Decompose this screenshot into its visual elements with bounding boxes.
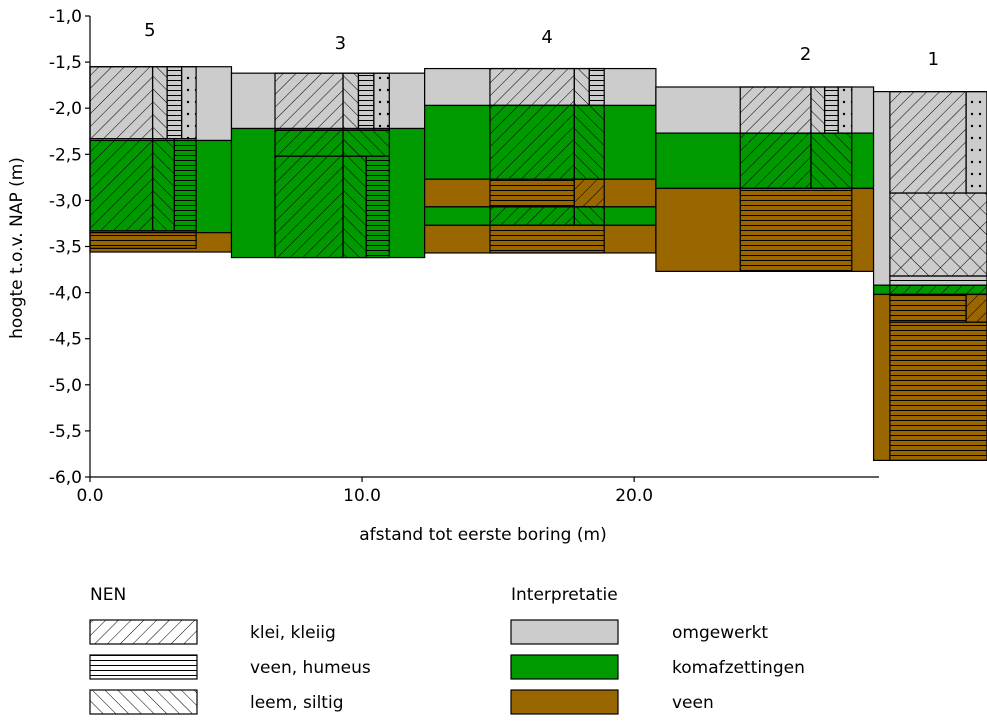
nen-layer-3-0-main — [274, 72, 344, 131]
nen-layer-4-2-sub-klei — [573, 178, 605, 208]
nen-layer-5-0-sub-leem — [151, 66, 168, 140]
legend-swatch-klei — [89, 619, 198, 645]
nen-layer-3-0-sub-veen — [357, 72, 375, 131]
nen-layers — [89, 66, 987, 462]
nen-layer-2-0-sub-zand — [837, 86, 853, 134]
nen-layer-4-3-sub-leem — [573, 206, 605, 226]
nen-layer-3-0-sub-zand — [373, 72, 390, 131]
borehole-label-5: 5 — [144, 20, 155, 41]
y-tick-label: -1,5 — [49, 53, 82, 73]
nen-layer-1-0-sub-zand — [965, 91, 987, 194]
nen-layer-2-1-main — [739, 132, 812, 190]
y-tick-label: -2,5 — [49, 145, 82, 165]
legend-swatch-leem — [89, 689, 198, 715]
nen-layer-5-1-sub-leem — [151, 138, 175, 232]
borehole-labels: 5 3 4 2 1 — [144, 20, 939, 70]
nen-layer-3-2-main — [274, 155, 344, 259]
x-tick-label: 0.0 — [76, 486, 103, 506]
y-axis-label: hoogte t.o.v. NAP (m) — [7, 157, 27, 339]
y-tick-label: -5,0 — [49, 376, 82, 396]
y-tick-label: -5,5 — [49, 422, 82, 442]
nen-layer-1-2-main — [889, 275, 987, 286]
nen-layer-1-1-main — [889, 192, 987, 277]
nen-layer-1-3-main — [889, 284, 987, 296]
x-axis-label: afstand tot eerste boring (m) — [359, 525, 606, 545]
nen-layer-1-4-sub-klei — [965, 293, 987, 323]
nen-layer-5-1-main — [89, 138, 154, 232]
legend-label-leem: leem, siltig — [250, 693, 344, 713]
nen-layer-3-1-main — [274, 129, 344, 157]
nen-layer-4-3-main — [489, 206, 575, 226]
legend-swatch-veen-pattern — [89, 654, 198, 680]
nen-layer-1-5-main — [889, 321, 987, 462]
nen-layer-2-0-main — [739, 86, 812, 134]
x-tick-label: 20.0 — [615, 486, 653, 506]
legend-title-nen: NEN — [90, 585, 126, 605]
borehole-label-3: 3 — [335, 33, 346, 54]
nen-layer-4-4-main — [489, 224, 605, 254]
nen-layer-5-0-sub-zand — [180, 66, 197, 140]
nen-layer-4-0-sub-veen — [588, 67, 605, 107]
legend-label-komafzettingen: komafzettingen — [672, 658, 805, 678]
nen-layer-5-1-sub-veen — [173, 138, 197, 232]
nen-layer-2-0-sub-leem — [810, 86, 826, 134]
y-tick-label: -4,5 — [49, 330, 82, 350]
borehole-label-4: 4 — [541, 27, 552, 48]
nen-layer-5-2-main — [89, 230, 197, 249]
legend-label-omgewerkt: omgewerkt — [672, 623, 768, 643]
legend-label-veen-humeus: veen, humeus — [250, 658, 371, 678]
borehole-label-1: 1 — [928, 49, 939, 70]
legend-swatch-veen — [510, 689, 619, 715]
nen-layer-3-2-sub-veen — [365, 155, 390, 259]
legend-swatch-omgewerkt — [510, 619, 619, 645]
nen-layer-2-2-main — [739, 187, 853, 272]
nen-layer-2-0-sub-veen — [823, 86, 839, 134]
nen-layer-4-0-sub-leem — [573, 67, 590, 107]
y-tick-label: -2,0 — [49, 99, 82, 119]
borehole-label-2: 2 — [800, 44, 811, 65]
y-tick-label: -3,0 — [49, 191, 82, 211]
x-tick-label: 10.0 — [343, 486, 381, 506]
nen-layer-5-0-main — [89, 66, 154, 140]
nen-layer-1-0-main — [889, 91, 967, 194]
nen-layer-1-4-main — [889, 293, 967, 323]
nen-layer-3-1-sub-leem — [342, 129, 390, 157]
y-tick-label: -1,0 — [49, 7, 82, 27]
nen-layer-4-1-main — [489, 104, 575, 180]
nen-layer-3-0-sub-leem — [342, 72, 360, 131]
nen-layer-5-0-sub-veen — [166, 66, 183, 140]
y-tick-label: -4,0 — [49, 284, 82, 304]
axes: -1,0 -1,5 -2,0 -2,5 -3,0 -3,5 -4,0 -4,5 -5,0 -5,5… — [49, 7, 879, 506]
nen-layer-2-1-sub-leem — [810, 132, 853, 190]
legend-swatch-komafzettingen — [510, 654, 619, 680]
nen-layer-4-2-main — [489, 178, 575, 208]
nen-layer-4-1-sub-leem — [573, 104, 605, 180]
legend-label-klei: klei, kleiig — [250, 623, 336, 643]
legend-title-interpretatie: Interpretatie — [511, 585, 618, 605]
legend-label-veen: veen — [672, 693, 714, 713]
legend: NEN Interpretatie klei, kleiig veen, hum… — [89, 585, 805, 715]
nen-layer-4-0-main — [489, 67, 575, 107]
nen-layer-3-2-sub-leem — [342, 155, 367, 259]
y-tick-label: -3,5 — [49, 238, 82, 258]
y-tick-label: -6,0 — [49, 468, 82, 488]
